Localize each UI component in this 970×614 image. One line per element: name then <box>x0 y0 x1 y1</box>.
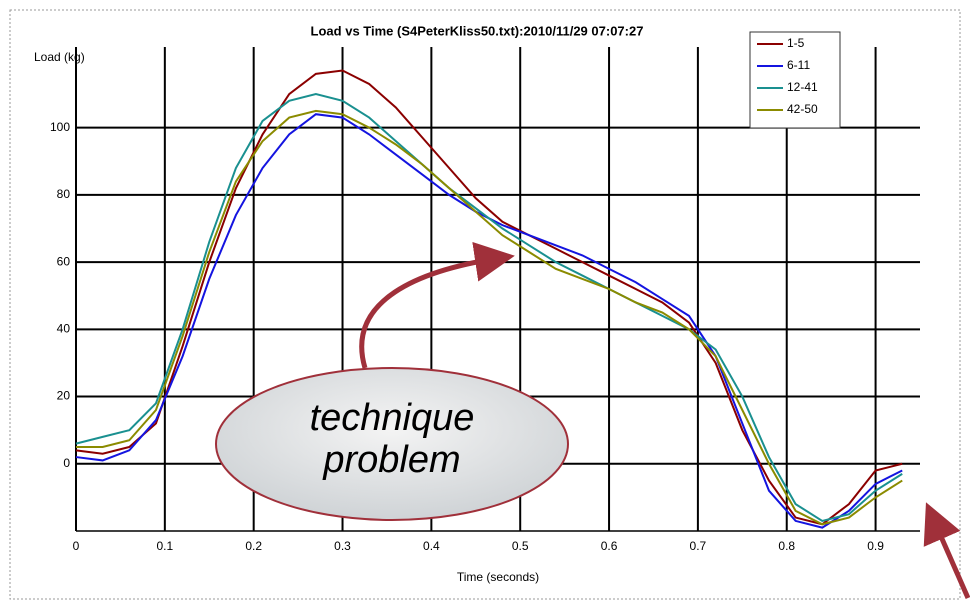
y-tick-label: 20 <box>57 389 71 403</box>
annotation-text: problem <box>322 439 460 481</box>
x-tick-label: 0.8 <box>778 539 795 553</box>
y-tick-label: 100 <box>50 120 70 134</box>
legend-label: 1-5 <box>787 36 805 50</box>
x-tick-label: 0.9 <box>867 539 884 553</box>
x-tick-label: 0.1 <box>156 539 173 553</box>
x-tick-label: 0.5 <box>512 539 529 553</box>
x-axis-label: Time (seconds) <box>457 570 539 584</box>
series-line <box>75 93 903 522</box>
legend-label: 12-41 <box>787 80 818 94</box>
y-tick-label: 0 <box>63 456 70 470</box>
x-tick-label: 0.7 <box>690 539 707 553</box>
y-tick-label: 60 <box>57 254 71 268</box>
series-line <box>75 69 903 526</box>
annotation-bubble <box>215 367 569 521</box>
x-tick-label: 0 <box>73 539 80 553</box>
series-line <box>76 109 903 526</box>
annotation-arrow <box>923 502 970 600</box>
x-tick-label: 0.3 <box>334 539 351 553</box>
x-tick-label: 0.2 <box>245 539 262 553</box>
legend <box>749 31 841 129</box>
annotation-arrow <box>359 241 515 369</box>
legend-label: 6-11 <box>787 58 810 72</box>
x-tick-label: 0.4 <box>423 539 440 553</box>
frame <box>9 9 961 600</box>
y-tick-label: 40 <box>57 322 71 336</box>
y-tick-label: 80 <box>57 187 71 201</box>
annotation-text: technique <box>310 397 475 439</box>
y-axis-label: Load (kg) <box>34 50 85 64</box>
chart-title: Load vs Time (S4PeterKliss50.txt):2010/1… <box>311 23 644 38</box>
legend-label: 42-50 <box>787 102 818 116</box>
x-tick-label: 0.6 <box>601 539 618 553</box>
